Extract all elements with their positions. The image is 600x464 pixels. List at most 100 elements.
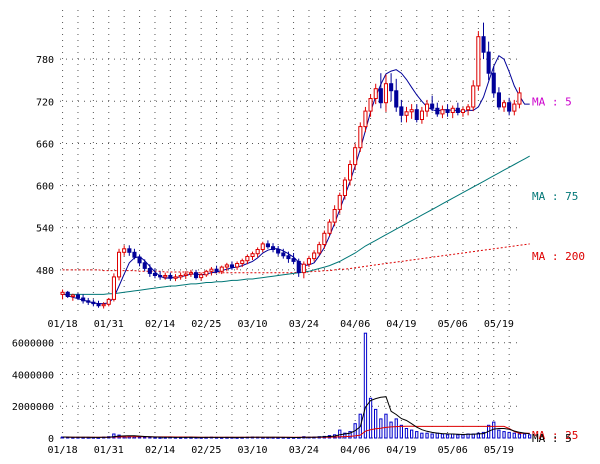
volume-bar xyxy=(415,431,419,439)
price-x-tick-label: 03/10 xyxy=(237,319,267,330)
candle-body xyxy=(383,83,388,104)
candle-body xyxy=(419,110,424,120)
volume-x-tick-label: 02/14 xyxy=(145,445,175,456)
candle-body xyxy=(235,263,240,268)
candle-body xyxy=(373,88,378,99)
candle-body xyxy=(378,88,383,104)
volume-bar xyxy=(445,434,450,439)
volume-bar xyxy=(497,429,501,439)
volume-bar xyxy=(384,413,388,439)
volume-bar xyxy=(153,436,157,439)
volume-x-tick-label: 02/25 xyxy=(191,445,221,456)
ma200-line xyxy=(62,243,530,274)
volume-x-tick-label: 01/31 xyxy=(94,445,124,456)
candle-body xyxy=(430,103,435,109)
candle-body xyxy=(137,256,142,264)
volume-y-tick-label: 0 xyxy=(48,434,54,445)
candle-body xyxy=(322,232,327,246)
candle-body xyxy=(81,297,86,302)
candle-body xyxy=(194,272,199,279)
price-x-tick-label: 04/19 xyxy=(386,319,416,330)
volume-bar xyxy=(430,433,434,439)
candle-body xyxy=(152,272,157,276)
candle-body xyxy=(445,109,450,113)
candle-body xyxy=(224,264,229,268)
price-x-tick-label: 05/06 xyxy=(438,319,468,330)
candle-body xyxy=(60,291,65,295)
candle-body xyxy=(471,85,476,108)
volume-bar xyxy=(374,408,378,439)
volume-x-tick-label: 03/24 xyxy=(289,445,319,456)
candle-body xyxy=(173,276,178,279)
price-panel: 480 540 600 660 720 780 01/18 01/31 02/14 02/25 03… xyxy=(36,10,585,330)
candle-body xyxy=(65,291,70,297)
volume-x-tick-label: 03/10 xyxy=(237,445,267,456)
volume-panel: 0 2000000 4000000 6000000 01/18 01/31 02/14 02/… xyxy=(12,330,578,456)
candle-body xyxy=(460,109,465,113)
volume-ma5-label: MA : 5 xyxy=(532,432,572,445)
candle-body xyxy=(496,92,501,108)
volume-bar xyxy=(512,432,516,439)
volume-bar xyxy=(502,431,506,439)
candle-body xyxy=(317,244,322,254)
candle-body xyxy=(502,102,507,108)
volume-bar xyxy=(420,432,424,439)
candle-body xyxy=(142,262,147,269)
candle-body xyxy=(111,276,117,300)
price-x-tick-label: 04/06 xyxy=(340,319,370,330)
volume-bar xyxy=(338,429,342,439)
volume-bar xyxy=(451,433,455,439)
candle-body xyxy=(409,109,414,113)
candle-body xyxy=(101,303,106,307)
candle-body xyxy=(301,263,306,274)
candle-body xyxy=(199,274,204,279)
candle-body xyxy=(306,258,311,265)
price-ma-label: MA : 5 xyxy=(532,95,572,108)
volume-bar xyxy=(440,433,445,439)
candle-body xyxy=(332,209,337,223)
volume-bar xyxy=(476,432,481,439)
price-ma-label: MA : 75 xyxy=(532,190,578,203)
volume-ma5-line xyxy=(62,396,530,438)
volume-bar xyxy=(492,421,496,439)
candle-body xyxy=(168,275,173,279)
ma75-line xyxy=(62,155,530,295)
volume-bar xyxy=(481,431,486,439)
candle-body xyxy=(265,243,270,248)
candle-body xyxy=(363,110,368,128)
price-y-tick-label: 660 xyxy=(36,139,54,150)
candle-body xyxy=(435,107,440,115)
price-x-tick-label: 02/25 xyxy=(191,319,221,330)
price-x-tick-label: 05/19 xyxy=(484,319,514,330)
volume-x-tick-label: 01/18 xyxy=(48,445,78,456)
candle-body xyxy=(404,111,409,116)
candle-body xyxy=(337,194,342,210)
candle-body xyxy=(296,260,301,274)
volume-x-tick-label: 05/06 xyxy=(438,445,468,456)
candle-body xyxy=(394,90,399,108)
candle-body xyxy=(389,83,394,92)
volume-bar xyxy=(399,424,404,439)
volume-bar xyxy=(456,434,460,439)
candle-body xyxy=(245,256,250,262)
candle-body xyxy=(240,260,245,265)
price-x-tick-label: 03/24 xyxy=(289,319,319,330)
price-x-tick-label: 01/18 xyxy=(48,319,78,330)
candle-body xyxy=(517,92,522,105)
candle-body xyxy=(486,51,491,74)
candle-body xyxy=(122,248,127,253)
candle-body xyxy=(312,252,317,260)
candle-body xyxy=(117,251,122,278)
candle-body xyxy=(455,107,460,114)
candle-body xyxy=(70,294,75,298)
candle-body xyxy=(291,258,296,262)
candle-body xyxy=(425,103,430,112)
candle-body xyxy=(132,251,137,258)
candle-body xyxy=(481,36,486,53)
candle-body xyxy=(75,294,81,299)
candle-body xyxy=(491,72,496,94)
candle-body xyxy=(440,109,445,115)
candle-body xyxy=(255,249,260,255)
